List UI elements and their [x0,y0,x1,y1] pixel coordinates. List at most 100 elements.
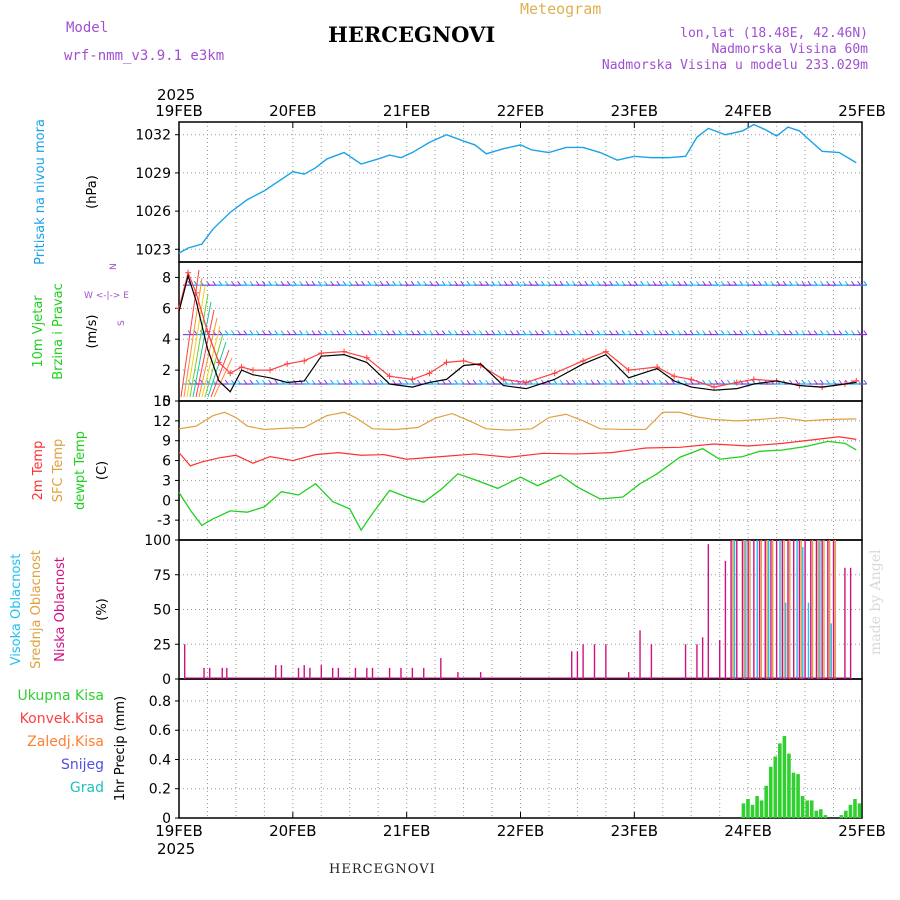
wind-barb-flag [416,330,421,335]
wind-barb-flag [795,330,799,335]
wind-barb-flag [776,280,781,286]
y-tick-label: 9 [162,434,171,450]
wind-barb-flag [764,330,768,335]
model-value: wrf-nmm_v3.9.1 e3km [64,48,225,64]
wind-gust-line [178,270,857,388]
wind-barb-flag [789,280,793,286]
wind-barb-flag [671,330,675,335]
wind-barb-flag [795,379,799,385]
y-axis-title-precip: 1hr Precip (mm) [113,696,128,801]
wind-barb-flag [534,330,539,335]
wind-barb-flag [447,280,452,286]
wind-barb-flag [292,280,297,286]
wind-barb-flag [292,330,297,335]
wind-barb-flag [813,330,818,335]
wind-vector-fan [186,285,206,398]
wind-barb-flag [255,330,260,335]
wind-barb-flag [218,280,223,286]
y-axis-title-temperature: SFC Temp [51,439,66,503]
precip-bar [857,803,862,818]
wind-barb-flag [671,280,675,286]
wind-barb-flag [677,280,682,286]
gust-marker [249,367,256,374]
x-day-label-bottom: 21FEB [383,822,430,840]
gust-marker [267,367,274,374]
wind-barb-flag [832,379,837,385]
wind-barb-flag [261,330,266,335]
wind-barb-flag [230,280,235,286]
wind-barb-flag [652,330,657,335]
wind-barb-flag [789,330,793,335]
wind-barb-flag [634,330,638,335]
wind-barb-flag [317,330,322,335]
wind-barb-flag [609,379,613,385]
wind-barb-flag [621,379,626,385]
y-tick-label: 0 [162,394,171,410]
wind-barb-flag [342,330,347,335]
wind-barb-flag [435,330,440,335]
wind-barb-flag [621,330,626,335]
wind-barb-flag [820,379,824,385]
wind-barb-flag [342,379,347,385]
wind-barb-flag [373,280,378,286]
wind-barb-flag [776,330,781,335]
y-axis-title-temperature: 2m Temp [31,441,46,501]
wind-barb-flag [206,280,211,286]
wind-barb-flag [491,330,496,335]
wind-vector-fan [213,357,233,398]
y-tick-label: -3 [157,513,171,529]
wind-barb-flag [751,330,756,335]
precip-bar [787,753,791,818]
wind-barb-flag [528,379,533,385]
wind-barb-flag [708,330,713,335]
wind-barb-flag [237,379,242,385]
wind-barb-flag [702,379,706,385]
wind-barb-flag [243,330,248,335]
gust-marker [551,370,558,377]
x-day-label-top: 24FEB [724,102,771,120]
precip-bar [839,815,844,818]
wind-barb-flag [466,280,471,286]
wind-barb-flag [646,330,651,335]
wind-barb-flag [230,379,235,385]
x-day-label-bottom: 25FEB [838,822,885,840]
wind-barb-flag [212,330,217,335]
wind-barb-flag [547,280,551,286]
wind-vector-fan [189,293,209,398]
y-tick-label: 6 [162,301,171,317]
y-tick-label: 0 [162,672,171,688]
wind-barb-flag [857,330,861,335]
y-tick-label: 8 [162,270,171,286]
wind-barb-flag [820,330,824,335]
wind-barb-flag [485,280,490,286]
gust-marker [443,359,450,366]
wind-barb-flag [671,379,675,385]
wind-barb-flag [503,379,508,385]
wind-barb-flag [658,330,663,335]
wind-barb-flag [813,280,818,286]
wind-barb-flag [249,280,254,286]
wind-barb-flag [590,330,595,335]
wind-barb-flag [627,280,632,286]
wind-barb-flag [503,280,508,286]
wind-barb-flag [646,379,651,385]
model-label: Model [66,20,109,36]
wind-barb-flag [429,280,434,286]
gust-marker [711,384,718,391]
wind-barb-flag [404,379,409,385]
y-tick-label: 100 [144,533,171,549]
wind-barb-flag [454,280,459,286]
wind-barb-flag [311,280,316,286]
wind-barb-flag [547,330,551,335]
wind-vector-fan [183,277,203,398]
y-tick-label: 4 [162,332,171,348]
wind-barb-flag [509,330,514,335]
wind-barb-flag [485,330,490,335]
wind-barb-flag [683,280,688,286]
wind-barb-flag [404,280,409,286]
wind-barb-flag [348,280,353,286]
gust-marker [238,364,245,371]
wind-barb-flag [317,280,322,286]
precip-bar [782,736,787,818]
wind-barb-flag [838,280,843,286]
